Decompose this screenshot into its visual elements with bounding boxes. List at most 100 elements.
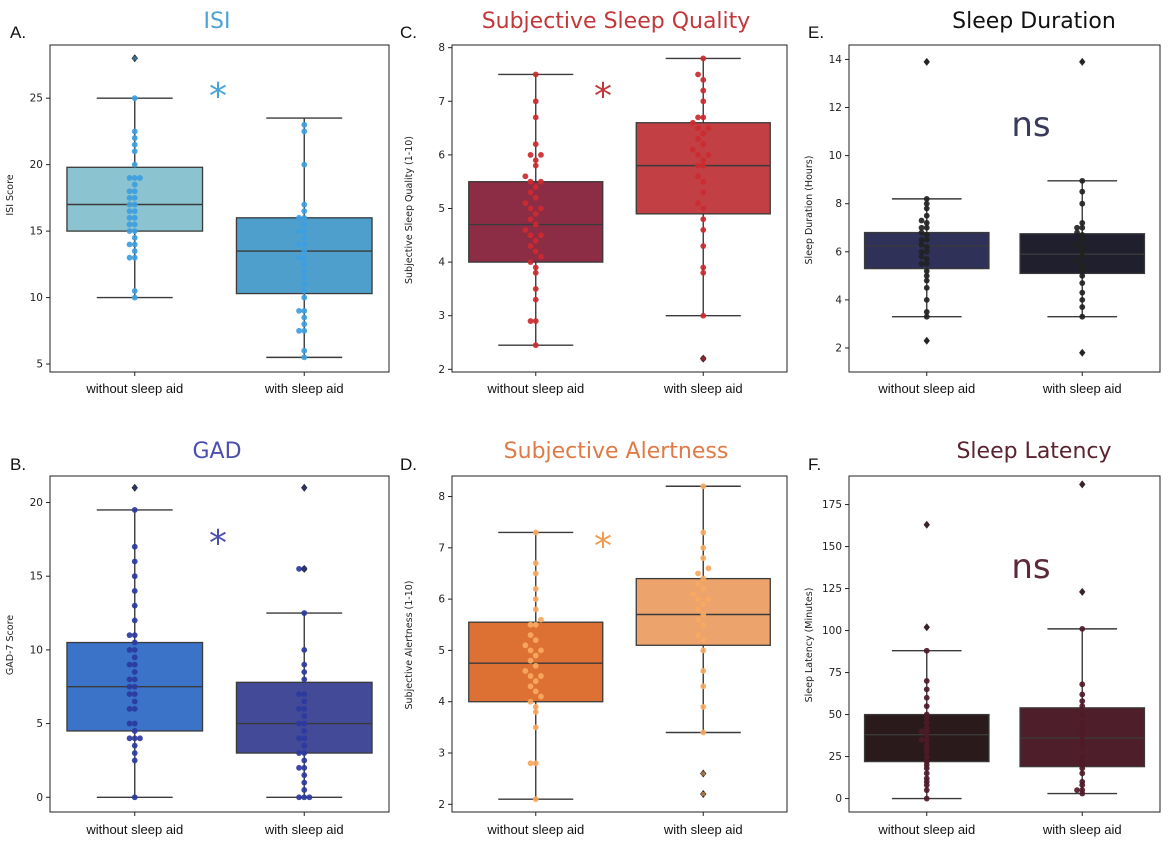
data-point	[301, 676, 308, 683]
category-label: with sleep aid	[663, 381, 743, 396]
data-point	[923, 694, 930, 701]
data-point	[131, 248, 138, 254]
y-tick-label: 10	[30, 644, 43, 656]
y-tick-label: 150	[822, 541, 842, 553]
box-with-sleep-aid: with sleep aid	[635, 55, 771, 396]
panel-letter: D.	[400, 455, 417, 474]
significance-marker: *	[209, 76, 227, 117]
panel-d: D. Subjective Alertness Subjective Alertne…	[400, 439, 788, 837]
data-point	[700, 611, 707, 618]
panel-b: B. GAD GAD-7 Score 0 5 10 15 20 without sleep ai…	[5, 439, 390, 837]
data-point	[131, 654, 138, 661]
y-tick-label: 5	[438, 203, 445, 215]
data-point	[301, 691, 308, 698]
data-point	[1079, 177, 1086, 184]
data-point	[301, 274, 308, 281]
data-point	[301, 268, 308, 274]
data-point	[532, 703, 539, 710]
y-tick-label: 6	[438, 149, 445, 161]
box-without-sleep-aid: without sleep aid	[66, 483, 204, 837]
data-point	[532, 606, 539, 613]
data-point	[131, 181, 138, 188]
data-point	[532, 637, 539, 644]
plot-frame	[49, 44, 390, 373]
data-point	[700, 729, 707, 736]
y-tick-label: 8	[438, 491, 445, 503]
data-point	[695, 114, 701, 121]
data-point	[689, 591, 696, 597]
box-without-sleep-aid: without sleep aid	[468, 529, 604, 837]
y-tick-label: 2	[835, 342, 842, 354]
data-point	[538, 673, 544, 679]
data-point	[131, 288, 138, 294]
data-point	[301, 288, 308, 294]
data-point	[131, 705, 138, 712]
data-point	[538, 178, 544, 185]
significance-marker: *	[594, 76, 612, 117]
data-point	[923, 313, 930, 320]
y-tick-label: 100	[822, 625, 842, 637]
data-point	[131, 683, 138, 690]
data-point	[532, 184, 539, 190]
data-point	[131, 588, 138, 594]
data-point	[296, 691, 302, 698]
data-point	[301, 161, 308, 168]
data-point	[126, 683, 133, 690]
data-point	[301, 347, 308, 354]
data-point	[532, 210, 539, 217]
data-point	[700, 544, 707, 551]
data-point	[126, 201, 133, 208]
y-tick-label: 2	[438, 364, 445, 376]
outlier-swarm-point	[1080, 59, 1085, 65]
y-axis-label: Sleep Duration (Hours)	[804, 156, 815, 265]
data-point	[700, 157, 707, 164]
data-point	[301, 241, 308, 248]
data-point	[700, 114, 707, 121]
data-point	[126, 661, 133, 668]
data-point	[700, 312, 707, 319]
data-point	[532, 237, 539, 244]
data-point	[532, 221, 539, 228]
data-point	[923, 741, 930, 748]
data-point	[532, 286, 539, 292]
y-tick-label: 4	[438, 257, 445, 269]
data-point	[131, 161, 138, 168]
outlier-swarm-point	[701, 791, 706, 797]
category-label: with sleep aid	[663, 822, 743, 837]
data-point	[527, 189, 534, 196]
data-point	[538, 693, 544, 700]
data-point	[1079, 698, 1086, 705]
data-point	[1079, 232, 1086, 238]
data-point	[296, 307, 302, 314]
outlier-swarm-point	[1080, 350, 1085, 355]
data-point	[131, 201, 138, 208]
data-point	[923, 725, 930, 731]
panel-c: C. Subjective Sleep Quality Subjective Sle…	[400, 9, 788, 396]
significance-marker: *	[594, 526, 612, 567]
data-point	[1079, 736, 1086, 743]
data-point	[700, 575, 707, 582]
data-point	[923, 195, 930, 202]
y-tick-label: 5	[438, 645, 445, 657]
data-point	[131, 669, 138, 675]
data-point	[700, 98, 707, 105]
data-point	[918, 736, 925, 743]
data-point	[923, 256, 930, 262]
data-point	[695, 125, 701, 131]
y-tick-label: 0	[36, 792, 43, 804]
outlier-swarm-point	[701, 356, 706, 361]
box-without-sleep-aid: without sleep aid	[863, 57, 990, 396]
y-tick-label: 7	[438, 96, 445, 108]
data-point	[126, 646, 133, 653]
data-point	[1079, 263, 1086, 270]
data-point	[527, 673, 534, 679]
data-point	[131, 241, 138, 248]
data-point	[700, 683, 707, 690]
data-point	[689, 119, 696, 126]
data-point	[923, 200, 930, 207]
data-point	[527, 178, 534, 185]
data-point	[695, 616, 701, 623]
data-point	[700, 178, 707, 185]
data-point	[532, 342, 539, 349]
data-point	[923, 296, 930, 303]
